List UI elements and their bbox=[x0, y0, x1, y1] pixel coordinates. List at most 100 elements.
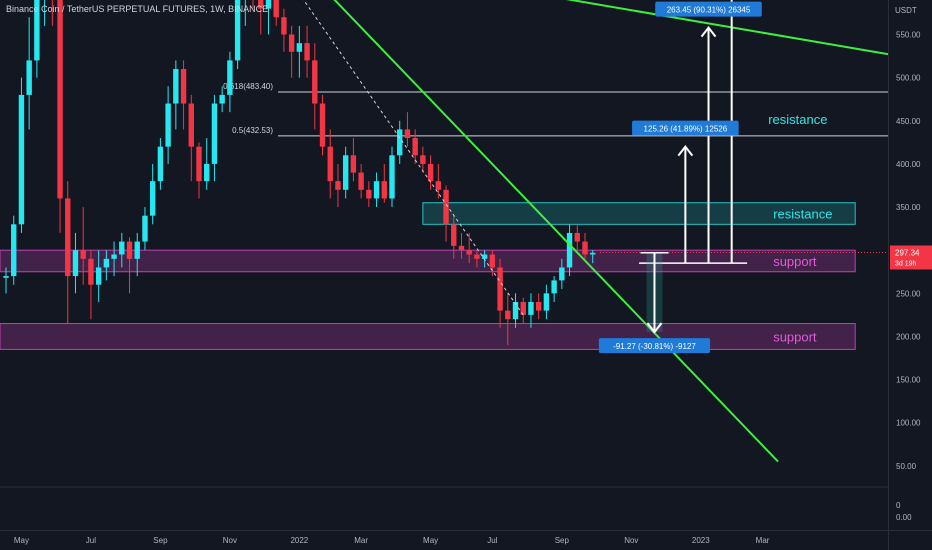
candle-body bbox=[281, 17, 287, 35]
candle-body bbox=[34, 0, 40, 61]
candle-body bbox=[196, 146, 202, 182]
candle-body bbox=[204, 163, 210, 182]
price-tick: 450.00 bbox=[896, 117, 921, 126]
candle-body bbox=[319, 103, 326, 147]
candle-body bbox=[458, 245, 465, 251]
candle-body bbox=[481, 254, 488, 259]
candle-body bbox=[427, 163, 434, 182]
candle-body bbox=[188, 103, 194, 147]
measure-arrowhead-2 bbox=[677, 145, 694, 157]
candle-body bbox=[126, 241, 133, 259]
candle-body bbox=[535, 301, 542, 311]
candle-body bbox=[342, 155, 349, 190]
candle-body bbox=[366, 189, 372, 199]
measure-arrows: 783.95 (266.05%) 78395263.45 (90.31%) 26… bbox=[598, 0, 762, 354]
zone-label-2: support bbox=[773, 329, 817, 344]
candle-body bbox=[173, 69, 179, 104]
candle-body bbox=[312, 60, 318, 104]
candle-body bbox=[258, 0, 264, 9]
candle-body bbox=[397, 129, 403, 156]
candle-body bbox=[80, 250, 86, 259]
measure-label-1: 263.45 (90.31%) 26345 bbox=[667, 6, 751, 15]
time-tick: 2023 bbox=[692, 536, 710, 545]
measure-label-box-1 bbox=[655, 1, 762, 17]
candle-body bbox=[304, 43, 310, 61]
candle-body bbox=[505, 310, 511, 320]
candle-body bbox=[474, 254, 480, 259]
measure-label-2: 125.26 (41.89%) 12526 bbox=[644, 125, 728, 134]
candle-body bbox=[528, 301, 534, 315]
candle-body bbox=[157, 146, 164, 182]
measure-arrowhead-1 bbox=[700, 25, 717, 38]
time-axis-divider bbox=[0, 530, 932, 531]
time-tick: Jul bbox=[86, 536, 96, 545]
candle-body bbox=[389, 155, 395, 199]
time-tick: Jul bbox=[487, 536, 497, 545]
candle-body bbox=[18, 94, 25, 225]
trendline-0 bbox=[565, 0, 925, 62]
candle-body bbox=[234, 0, 241, 61]
resistance-label-upper: resistance bbox=[768, 112, 827, 127]
price-tick: 50.00 bbox=[896, 462, 917, 471]
time-tick: May bbox=[14, 536, 29, 545]
time-tick: 2022 bbox=[290, 536, 308, 545]
candle-body bbox=[288, 34, 295, 52]
candle-body bbox=[574, 232, 580, 242]
price-tick: 550.00 bbox=[896, 31, 921, 40]
candle-body bbox=[566, 232, 573, 268]
candle-body bbox=[435, 181, 442, 190]
candle-body bbox=[512, 301, 519, 320]
zone-support-1 bbox=[0, 249, 856, 273]
candle-body bbox=[551, 280, 557, 294]
candle-body bbox=[590, 252, 596, 255]
time-tick: Nov bbox=[624, 536, 638, 545]
zone-resistance-0 bbox=[422, 202, 856, 225]
candle-body bbox=[3, 276, 9, 278]
price-zones: resistance support support resistance bbox=[0, 112, 856, 350]
time-tick: Mar bbox=[354, 536, 368, 545]
candle-body bbox=[451, 224, 457, 246]
candle-body bbox=[134, 241, 140, 259]
candle-body bbox=[559, 267, 565, 281]
candle-body bbox=[350, 155, 357, 173]
candle-body bbox=[381, 181, 387, 199]
time-tick: Sep bbox=[555, 536, 570, 545]
candle-body bbox=[219, 94, 225, 104]
zone-label-0: resistance bbox=[773, 207, 832, 222]
candle-body bbox=[373, 181, 380, 199]
candle-body bbox=[57, 0, 63, 199]
candle-body bbox=[420, 155, 426, 164]
candle-body bbox=[489, 254, 496, 268]
zone-label-1: support bbox=[773, 254, 817, 269]
candle-body bbox=[335, 181, 341, 190]
price-tick: 400.00 bbox=[896, 160, 921, 169]
price-tick: 200.00 bbox=[896, 332, 921, 341]
candle-body bbox=[273, 0, 279, 18]
candle-body bbox=[520, 301, 526, 315]
candle-body bbox=[103, 258, 110, 268]
candle-body bbox=[358, 172, 364, 190]
time-axis: May Jul Sep Nov 2022 Mar May Jul Sep Nov 2023 Mar bbox=[14, 536, 770, 545]
fib-label-2: 0.5(432.53) bbox=[232, 126, 273, 135]
price-axis-bg bbox=[889, 0, 932, 550]
candle-body bbox=[543, 293, 550, 311]
current-price-countdown: 3d 19h bbox=[895, 260, 917, 267]
candle-body bbox=[327, 146, 333, 182]
current-price-badge bbox=[890, 245, 932, 270]
candle-body bbox=[582, 241, 588, 255]
fib-label-1: 0.618(483.40) bbox=[223, 82, 273, 91]
candle-body bbox=[149, 181, 156, 216]
price-tick: 350.00 bbox=[896, 203, 921, 212]
candle-body bbox=[404, 129, 411, 139]
time-tick: Nov bbox=[223, 536, 237, 545]
candle-body bbox=[165, 103, 171, 147]
lower-axis-tick: 0 bbox=[896, 501, 901, 510]
candle-body bbox=[88, 258, 94, 285]
candle-body bbox=[227, 60, 233, 95]
candle-body bbox=[296, 43, 303, 52]
candle-body bbox=[180, 69, 187, 104]
down-measure-arrowhead bbox=[646, 322, 663, 334]
down-measure-label: -91.27 (-30.81%) -9127 bbox=[613, 342, 696, 351]
fib-levels: 2(1085.54)0.618(483.40)0.5(432.53) bbox=[223, 82, 888, 137]
